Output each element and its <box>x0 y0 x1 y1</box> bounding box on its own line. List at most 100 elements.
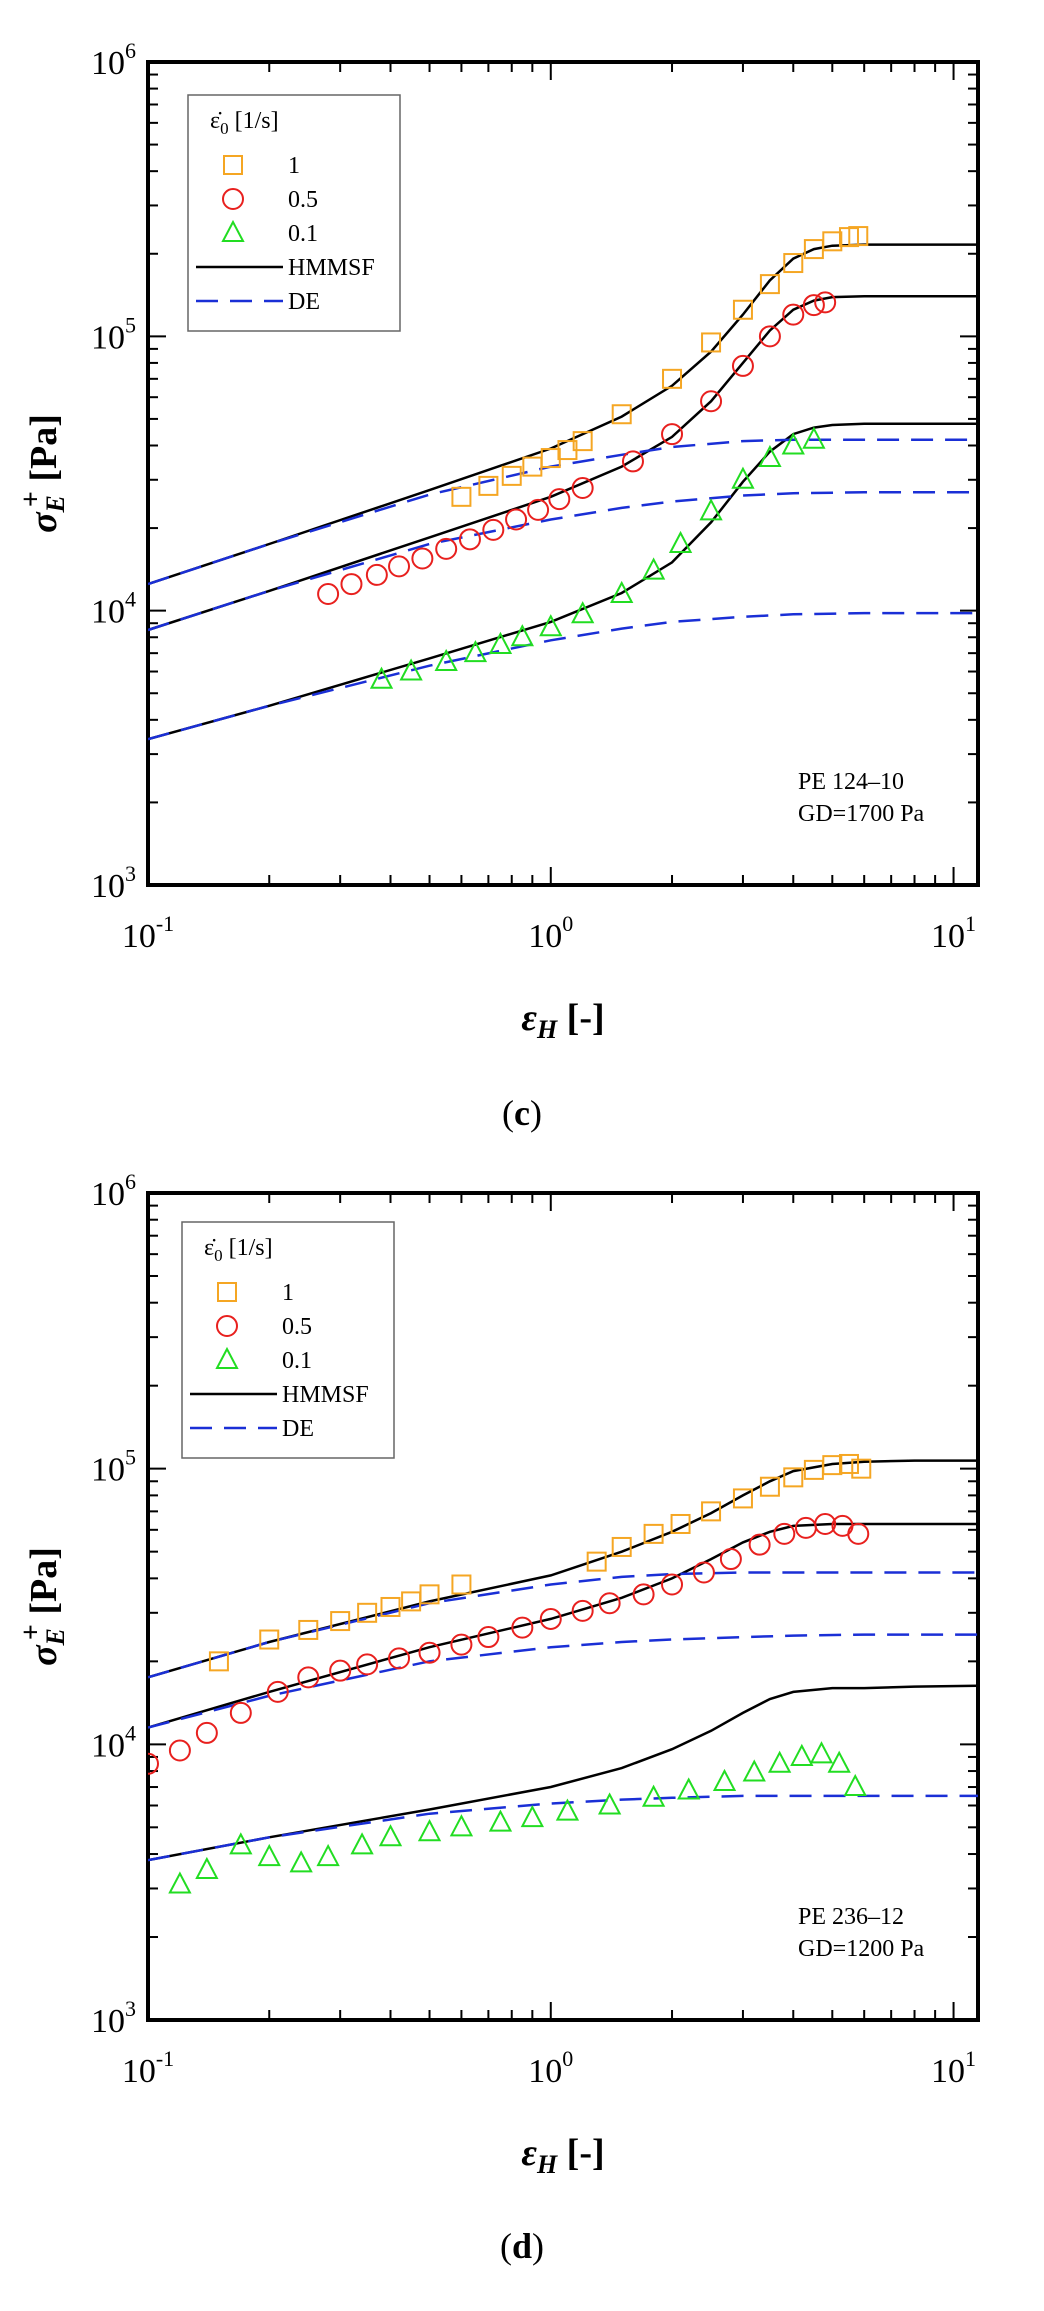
panel-c-hmmsf-line-0_5 <box>148 294 978 632</box>
panel-c-y-tick-label: 104 <box>91 587 136 631</box>
panel-d-point-0_5 <box>661 1573 684 1596</box>
panel-c-legend-marker-0_1 <box>221 219 245 242</box>
panel-d-point-0_1 <box>316 1843 340 1867</box>
panel-c-legend-marker-1 <box>223 155 243 175</box>
panel-d-legend-marker-0_1 <box>215 1346 239 1369</box>
panel-d-legend-marker-0_5 <box>216 1315 238 1337</box>
panel-d-point-0_5 <box>692 1561 715 1584</box>
panel-d-point-0_5 <box>511 1616 534 1639</box>
panel-c: 103 104 105 106 10-1 100 101 εH [-] σE+ [Pa] ε̇0 … <box>16 38 980 1133</box>
panel-c-point-0_5 <box>458 528 481 551</box>
panel-c-point-0_5 <box>482 518 505 541</box>
panel-d-point-1 <box>259 1629 280 1650</box>
panel-d-point-0_1 <box>378 1824 403 1847</box>
panel-c-y-axis-label: σE+ [Pa] <box>16 414 70 533</box>
panel-d-point-1 <box>298 1619 319 1640</box>
panel-d-point-0_5 <box>598 1592 621 1615</box>
panel-d-point-0_5 <box>571 1599 594 1622</box>
panel-d-point-0_5 <box>450 1633 473 1656</box>
panel-c-point-0_5 <box>548 488 571 511</box>
panel-c-point-0_5 <box>411 547 434 570</box>
panel-d-x-tick-label: 101 <box>931 2046 976 2090</box>
panel-d-point-1 <box>732 1488 753 1509</box>
panel-d-point-0_1 <box>168 1871 192 1894</box>
panel-d-point-0_5 <box>814 1512 837 1535</box>
panel-d-de-line-0_1 <box>148 1794 978 1862</box>
panel-d-point-0_1 <box>827 1750 851 1773</box>
panel-d-point-1 <box>701 1501 722 1522</box>
panel-d-point-0_1 <box>712 1768 737 1792</box>
panel-c-point-0_5 <box>731 354 754 377</box>
panel-d-point-1 <box>380 1596 401 1617</box>
panel-c-de-line-1 <box>148 438 978 586</box>
panel-c-de-line-0_5 <box>148 491 978 632</box>
panel-c-point-1 <box>759 274 780 295</box>
panel-d-point-0_1 <box>641 1784 666 1807</box>
panel-c-point-1 <box>501 465 522 486</box>
panel-d-point-0_1 <box>767 1750 792 1773</box>
panel-c-point-0_1 <box>802 426 826 449</box>
panel-c-point-0_1 <box>610 580 634 604</box>
panel-d-point-0_1 <box>488 1809 513 1832</box>
panel-d-point-0_1 <box>597 1792 622 1815</box>
panel-d-point-0_1 <box>790 1743 814 1766</box>
panel-c-point-0_5 <box>814 291 837 314</box>
panel-c-legend-label: HMMSF <box>288 255 375 281</box>
panel-d-point-1 <box>838 1453 859 1474</box>
panel-c-point-0_5 <box>505 508 528 531</box>
panel-d-legend-label: 1 <box>282 1280 294 1306</box>
panel-c-point-0_5 <box>661 423 684 446</box>
panel-d-point-0_5 <box>148 1752 159 1775</box>
panel-d-legend-label: 0.5 <box>282 1314 312 1340</box>
panel-d-point-1 <box>822 1455 843 1476</box>
panel-d-x-tick-label: 100 <box>528 2046 573 2090</box>
panel-c-legend-box <box>187 94 401 332</box>
panel-c-point-0_1 <box>510 624 535 647</box>
panel-c-point-0_1 <box>434 648 458 671</box>
panel-c-point-0_5 <box>700 390 723 413</box>
panel-c-point-0_5 <box>340 573 363 596</box>
panel-c-legend: ε̇0 [1/s] 1 0.5 0.1 HMMSF DE <box>187 94 401 332</box>
panel-c-point-0_5 <box>317 583 340 606</box>
panel-d-point-1 <box>851 1458 872 1479</box>
panel-c-point-1 <box>783 253 804 274</box>
panel-d-point-0_1 <box>843 1773 867 1797</box>
panel-c-point-0_5 <box>782 303 805 326</box>
panel-d-point-0_1 <box>520 1804 545 1828</box>
panel-d-point-0_1 <box>742 1759 766 1782</box>
panel-d-point-0_1 <box>555 1798 580 1821</box>
panel-c-point-0_5 <box>388 555 411 578</box>
panel-d-point-1 <box>803 1459 824 1480</box>
panel-d-point-1 <box>586 1551 607 1572</box>
panel-c-legend-label: 0.5 <box>288 187 318 213</box>
panel-d-caption: (d) <box>500 2226 544 2266</box>
panel-c-point-0_1 <box>399 658 423 681</box>
panel-c-legend-label: 0.1 <box>288 221 318 247</box>
panel-d-point-1 <box>611 1536 632 1557</box>
panel-d-point-0_1 <box>677 1777 701 1800</box>
panel-d-point-0_5 <box>297 1666 320 1689</box>
panel-c-point-0_1 <box>369 666 394 689</box>
panel-d-point-0_5 <box>477 1626 500 1649</box>
panel-c-point-0_5 <box>758 325 781 348</box>
panel-c-caption: (c) <box>502 1093 542 1133</box>
panel-c-point-0_1 <box>781 432 805 455</box>
panel-d-point-0_5 <box>168 1739 191 1762</box>
panel-d-point-0_5 <box>632 1583 655 1606</box>
panel-c-point-0_1 <box>699 498 723 521</box>
panel-d-y-axis-label: σE+ [Pa] <box>16 1547 70 1666</box>
panel-d-legend-label: DE <box>282 1416 314 1442</box>
panel-c-point-0_5 <box>571 476 594 499</box>
panel-d-point-0_5 <box>539 1607 562 1630</box>
panel-d: 103 104 105 106 10-1 100 101 εH [-] σE+ [Pa] ε̇0 … <box>16 1169 980 2266</box>
panel-c-point-1 <box>701 332 722 353</box>
panel-d-point-1 <box>208 1651 229 1672</box>
panel-c-y-tick-label: 105 <box>91 312 136 356</box>
panel-d-legend-box <box>181 1221 395 1459</box>
panel-d-point-0_5 <box>329 1659 352 1682</box>
panel-d-point-1 <box>643 1523 664 1544</box>
panel-d-point-0_5 <box>719 1548 742 1571</box>
panel-d-point-0_1 <box>289 1850 313 1873</box>
panel-c-point-0_5 <box>802 294 825 317</box>
panel-c-point-0_1 <box>668 530 693 553</box>
